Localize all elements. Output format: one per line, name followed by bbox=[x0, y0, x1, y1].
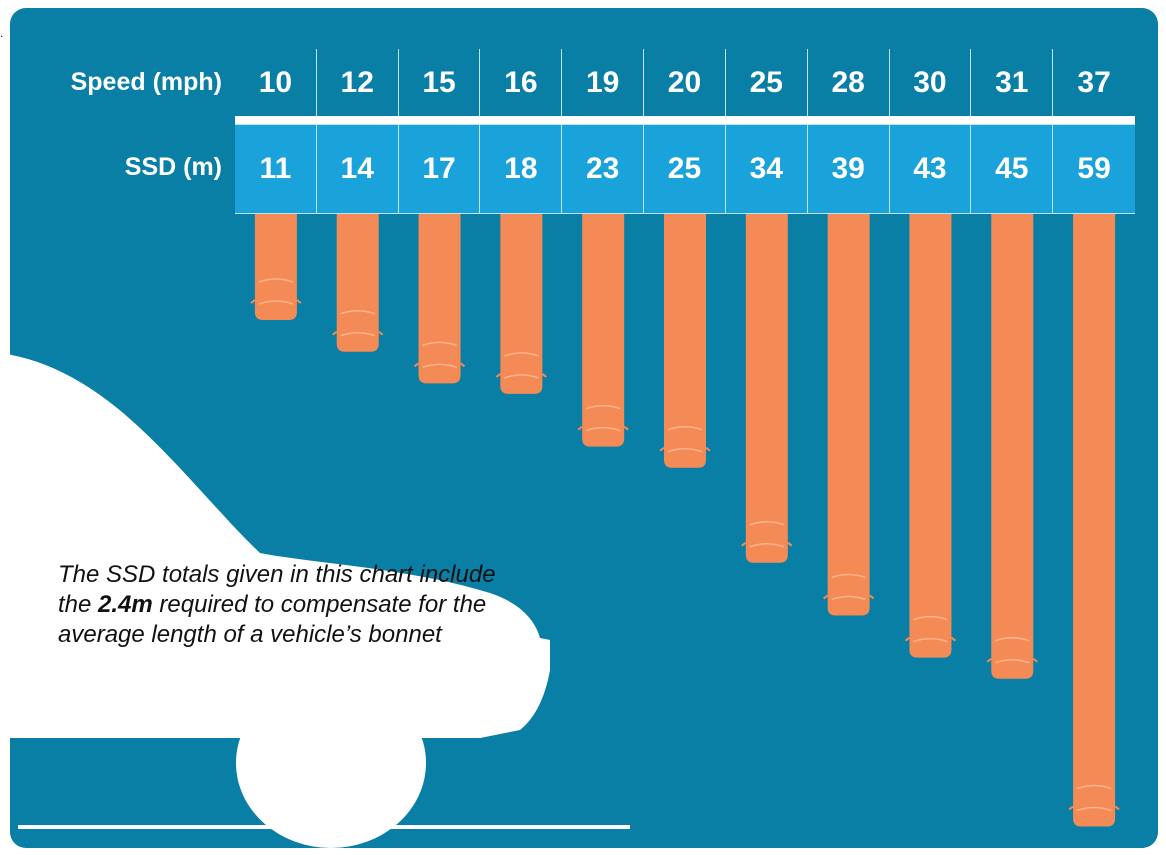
speed-cell: 19 bbox=[562, 49, 645, 116]
car-silhouette bbox=[10, 354, 550, 848]
speed-cell: 28 bbox=[807, 49, 890, 116]
speed-cell: 37 bbox=[1053, 49, 1135, 116]
bars-layer bbox=[250, 214, 1120, 827]
ssd-cell: 39 bbox=[807, 125, 890, 213]
ssd-cell: 11 bbox=[235, 125, 317, 213]
speed-row-label: Speed (mph) bbox=[70, 68, 222, 96]
ssd-cell: 14 bbox=[316, 125, 399, 213]
ssd-cell: 17 bbox=[398, 125, 481, 213]
speed-cell: 20 bbox=[644, 49, 726, 116]
ssd-bar bbox=[332, 214, 384, 352]
stray-dot: . bbox=[0, 26, 4, 40]
ssd-bar bbox=[1068, 214, 1120, 827]
note-suffix: required to compensate for the average l… bbox=[58, 591, 487, 648]
ssd-cell: 45 bbox=[971, 125, 1054, 213]
ssd-bar bbox=[413, 214, 466, 384]
ssd-bar bbox=[986, 214, 1038, 679]
speed-cell: 10 bbox=[235, 49, 317, 116]
ssd-cell: 25 bbox=[644, 125, 726, 213]
ssd-bar bbox=[250, 214, 302, 321]
ssd-cell: 23 bbox=[562, 125, 645, 213]
ssd-bar bbox=[495, 214, 547, 394]
speed-cell: 15 bbox=[398, 49, 481, 116]
speed-cell: 31 bbox=[971, 49, 1054, 116]
speed-cell: 12 bbox=[316, 49, 399, 116]
ssd-bar bbox=[904, 214, 957, 658]
ssd-row-label: SSD (m) bbox=[124, 153, 222, 181]
ssd-cell: 34 bbox=[725, 125, 808, 213]
row-separator bbox=[235, 116, 1135, 124]
ground-line bbox=[18, 825, 630, 829]
ssd-cell: 43 bbox=[889, 125, 972, 213]
ssd-bar bbox=[741, 214, 793, 563]
ssd-bar bbox=[823, 214, 875, 616]
ssd-cell: 59 bbox=[1053, 125, 1135, 213]
ssd-cell: 18 bbox=[480, 125, 563, 213]
note-prefix: The SSD totals given in this chart inclu… bbox=[58, 561, 496, 618]
note-emphasis: 2.4m bbox=[98, 591, 153, 618]
speed-cell: 30 bbox=[889, 49, 972, 116]
speed-cell: 16 bbox=[480, 49, 563, 116]
bonnet-note: The SSD totals given in this chart inclu… bbox=[58, 560, 528, 650]
ssd-bar bbox=[659, 214, 711, 468]
ssd-bar bbox=[577, 214, 629, 447]
speed-cell: 25 bbox=[725, 49, 808, 116]
